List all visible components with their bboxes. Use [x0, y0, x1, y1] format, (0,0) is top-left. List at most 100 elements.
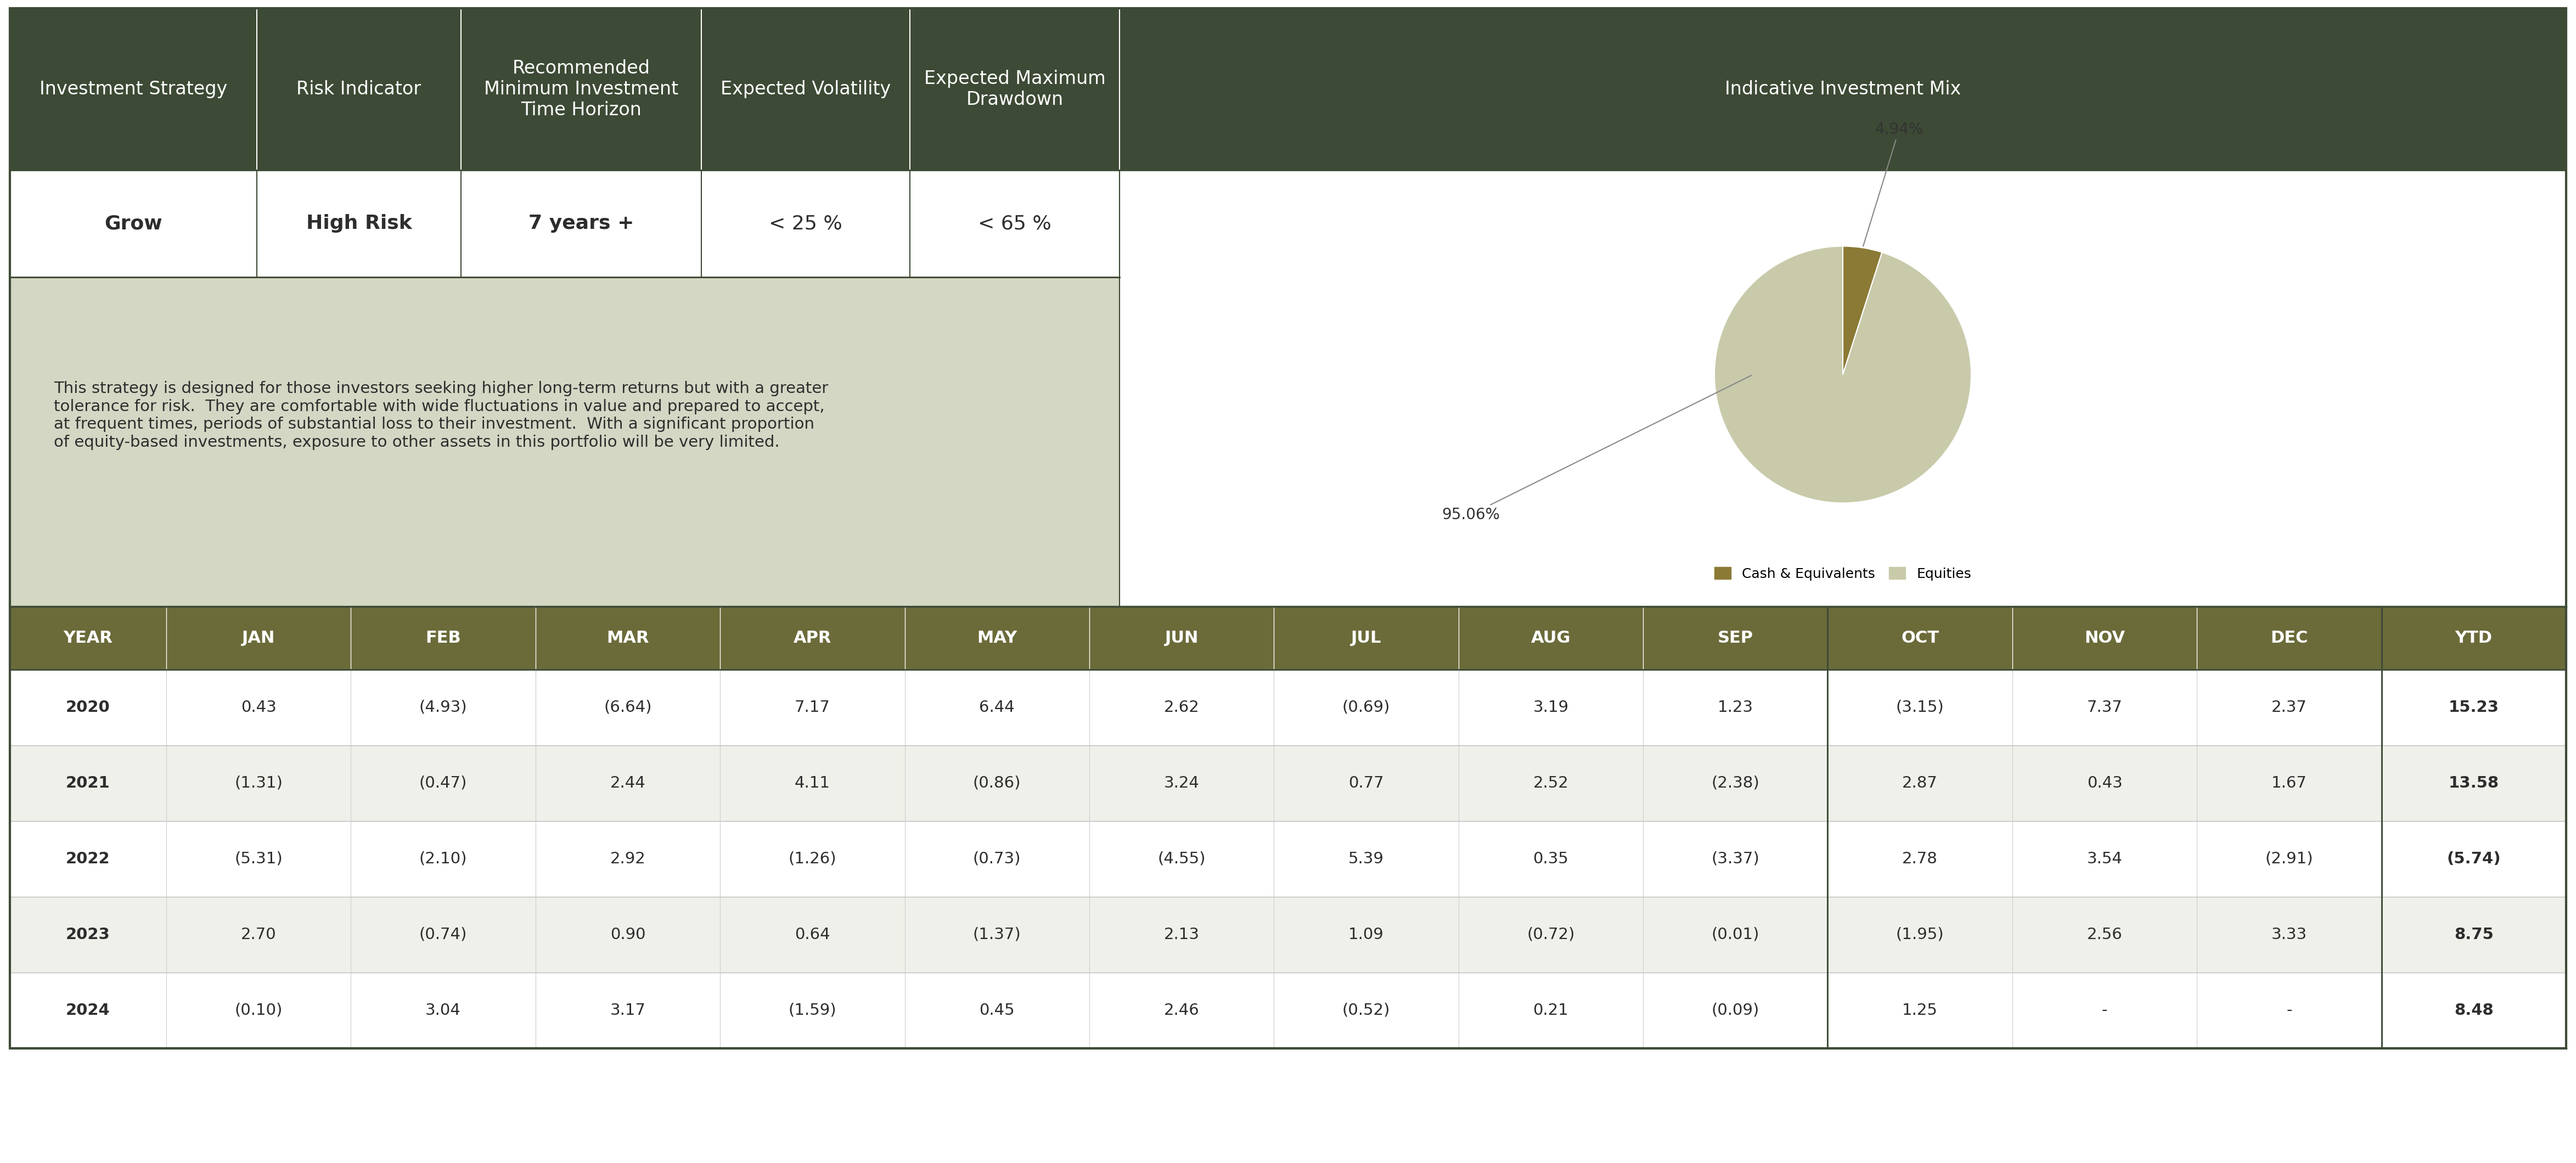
Bar — [10, 821, 2566, 897]
Bar — [10, 606, 2566, 670]
Text: YTD: YTD — [2455, 630, 2494, 645]
Text: (0.73): (0.73) — [974, 851, 1020, 866]
Text: (3.15): (3.15) — [1896, 700, 1945, 715]
Text: JAN: JAN — [242, 630, 276, 645]
Text: Investment Strategy: Investment Strategy — [39, 80, 227, 98]
Text: 0.45: 0.45 — [979, 1003, 1015, 1018]
Text: 3.17: 3.17 — [611, 1003, 647, 1018]
Text: 0.77: 0.77 — [1347, 776, 1383, 791]
Text: (2.91): (2.91) — [2264, 851, 2313, 866]
Text: APR: APR — [793, 630, 832, 645]
Text: 8.75: 8.75 — [2455, 927, 2494, 942]
Text: 3.54: 3.54 — [2087, 851, 2123, 866]
Text: (0.10): (0.10) — [234, 1003, 283, 1018]
Text: 3.24: 3.24 — [1164, 776, 1200, 791]
Text: 0.43: 0.43 — [2087, 776, 2123, 791]
Text: 0.43: 0.43 — [240, 700, 276, 715]
Text: -: - — [2102, 1003, 2107, 1018]
Text: (0.47): (0.47) — [420, 776, 466, 791]
Text: (0.09): (0.09) — [1710, 1003, 1759, 1018]
Text: 1.67: 1.67 — [2272, 776, 2308, 791]
Text: (6.64): (6.64) — [603, 700, 652, 715]
Text: NOV: NOV — [2084, 630, 2125, 645]
Bar — [1121, 170, 2566, 606]
Text: 2.52: 2.52 — [1533, 776, 1569, 791]
Text: 0.21: 0.21 — [1533, 1003, 1569, 1018]
Bar — [10, 170, 1121, 277]
Text: < 25 %: < 25 % — [768, 214, 842, 233]
Text: 2024: 2024 — [67, 1003, 111, 1018]
Text: (4.55): (4.55) — [1157, 851, 1206, 866]
Text: (1.31): (1.31) — [234, 776, 283, 791]
Text: (5.74): (5.74) — [2447, 851, 2501, 866]
Text: 3.19: 3.19 — [1533, 700, 1569, 715]
Bar — [10, 897, 2566, 972]
Text: 1.09: 1.09 — [1347, 927, 1383, 942]
Text: 2023: 2023 — [67, 927, 111, 942]
Text: Expected Volatility: Expected Volatility — [721, 80, 891, 98]
Text: 4.11: 4.11 — [793, 776, 829, 791]
Text: (0.52): (0.52) — [1342, 1003, 1391, 1018]
Bar — [10, 745, 2566, 821]
Text: 5.39: 5.39 — [1347, 851, 1383, 866]
Text: High Risk: High Risk — [307, 214, 412, 233]
Bar — [10, 670, 2566, 745]
Text: 0.35: 0.35 — [1533, 851, 1569, 866]
Text: (2.38): (2.38) — [1710, 776, 1759, 791]
Text: (0.01): (0.01) — [1710, 927, 1759, 942]
Text: Grow: Grow — [106, 214, 162, 233]
Text: AUG: AUG — [1530, 630, 1571, 645]
Text: (5.31): (5.31) — [234, 851, 283, 866]
Text: Recommended
Minimum Investment
Time Horizon: Recommended Minimum Investment Time Hori… — [484, 59, 677, 120]
Text: < 65 %: < 65 % — [979, 214, 1051, 233]
Bar — [10, 8, 2566, 1048]
Text: 2.56: 2.56 — [2087, 927, 2123, 942]
Text: 95.06%: 95.06% — [1443, 376, 1752, 522]
Text: 2020: 2020 — [67, 700, 111, 715]
Text: (0.74): (0.74) — [420, 927, 466, 942]
Text: This strategy is designed for those investors seeking higher long-term returns b: This strategy is designed for those inve… — [54, 381, 829, 450]
Text: 7.37: 7.37 — [2087, 700, 2123, 715]
Legend: Cash & Equivalents, Equities: Cash & Equivalents, Equities — [1708, 562, 1976, 586]
Text: (0.72): (0.72) — [1528, 927, 1574, 942]
Text: 7 years +: 7 years + — [528, 214, 634, 233]
Wedge shape — [1842, 247, 1883, 374]
Text: (0.69): (0.69) — [1342, 700, 1391, 715]
Text: 2.13: 2.13 — [1164, 927, 1200, 942]
Text: OCT: OCT — [1901, 630, 1940, 645]
Text: 3.33: 3.33 — [2272, 927, 2308, 942]
Text: 2.44: 2.44 — [611, 776, 647, 791]
Text: 2021: 2021 — [67, 776, 111, 791]
Text: (1.59): (1.59) — [788, 1003, 837, 1018]
Text: 2.46: 2.46 — [1164, 1003, 1200, 1018]
Text: (1.37): (1.37) — [974, 927, 1020, 942]
Text: 2.37: 2.37 — [2272, 700, 2308, 715]
Text: (2.10): (2.10) — [420, 851, 466, 866]
Text: 4.94%: 4.94% — [1862, 122, 1924, 247]
Bar — [10, 972, 2566, 1048]
Text: Expected Maximum
Drawdown: Expected Maximum Drawdown — [925, 70, 1105, 108]
Text: (4.93): (4.93) — [420, 700, 466, 715]
Text: 1.25: 1.25 — [1901, 1003, 1937, 1018]
Text: 0.90: 0.90 — [611, 927, 647, 942]
Text: 2.70: 2.70 — [240, 927, 276, 942]
Text: Risk Indicator: Risk Indicator — [296, 80, 422, 98]
Text: 2.78: 2.78 — [1901, 851, 1937, 866]
Bar — [10, 8, 2566, 170]
Text: 6.44: 6.44 — [979, 700, 1015, 715]
Text: FEB: FEB — [425, 630, 461, 645]
Text: 13.58: 13.58 — [2450, 776, 2499, 791]
Text: SEP: SEP — [1718, 630, 1754, 645]
Text: (1.95): (1.95) — [1896, 927, 1945, 942]
Text: 3.04: 3.04 — [425, 1003, 461, 1018]
Text: 15.23: 15.23 — [2450, 700, 2499, 715]
Text: JUN: JUN — [1164, 630, 1198, 645]
Text: -: - — [2287, 1003, 2293, 1018]
Text: 2.62: 2.62 — [1164, 700, 1200, 715]
Text: JUL: JUL — [1350, 630, 1381, 645]
Wedge shape — [1716, 247, 1971, 504]
Text: 2.92: 2.92 — [611, 851, 647, 866]
Text: 7.17: 7.17 — [793, 700, 829, 715]
Text: 2022: 2022 — [67, 851, 111, 866]
Text: Indicative Investment Mix: Indicative Investment Mix — [1726, 80, 1960, 98]
